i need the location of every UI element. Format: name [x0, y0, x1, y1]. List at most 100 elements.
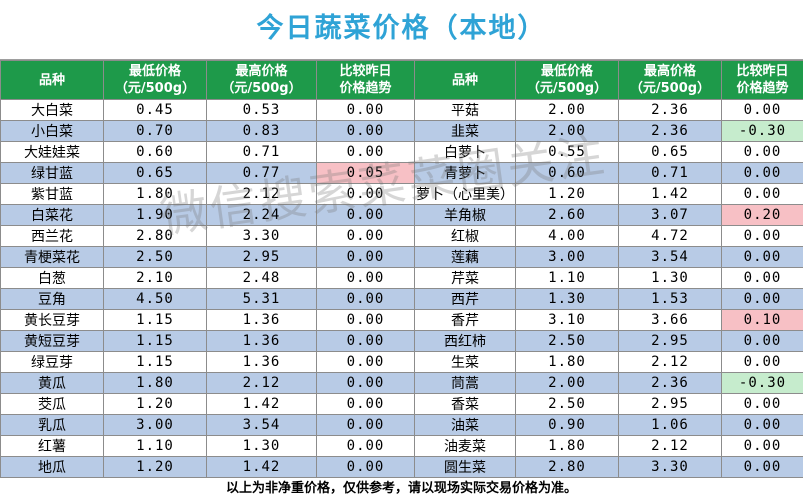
- min-price-cell: 2.80: [103, 225, 207, 247]
- max-price-cell: 1.06: [618, 414, 722, 436]
- vegetable-name-cell: 圆生菜: [414, 456, 516, 478]
- max-price-cell: 1.42: [618, 183, 722, 205]
- vegetable-name-cell: 平菇: [414, 99, 516, 121]
- min-price-cell: 4.50: [103, 288, 207, 310]
- min-price-cell: 0.45: [103, 99, 207, 121]
- trend-cell: 0.00: [316, 99, 415, 121]
- vegetable-name-cell: 白菜花: [0, 204, 104, 226]
- max-price-cell: 1.53: [618, 288, 722, 310]
- trend-cell: 0.00: [316, 288, 415, 310]
- table-row: 小白菜 0.70 0.83 0.00 韭菜 2.00 2.36 -0.30: [0, 120, 803, 142]
- disclaimer-footer: 以上为非净重价格，仅供参考，请以现场实际交易价格为准。: [225, 481, 577, 496]
- min-price-cell: 2.60: [515, 204, 619, 226]
- min-price-cell: 2.50: [515, 330, 619, 352]
- trend-cell: 0.00: [721, 351, 803, 373]
- min-price-cell: 2.50: [515, 393, 619, 415]
- vegetable-name-cell: 乳瓜: [0, 414, 104, 436]
- vegetable-name-cell: 香芹: [414, 309, 516, 331]
- max-price-cell: 2.24: [206, 204, 317, 226]
- trend-cell: 0.00: [721, 330, 803, 352]
- max-price-cell: 2.95: [618, 330, 722, 352]
- max-price-cell: 2.36: [618, 99, 722, 121]
- min-price-cell: 2.00: [515, 99, 619, 121]
- min-price-cell: 0.65: [103, 162, 207, 184]
- min-price-cell: 1.15: [103, 351, 207, 373]
- max-price-cell: 0.83: [206, 120, 317, 142]
- max-price-cell: 2.95: [206, 246, 317, 268]
- vegetable-name-cell: 黄瓜: [0, 372, 104, 394]
- trend-cell: 0.00: [316, 141, 415, 163]
- max-price-cell: 2.36: [618, 372, 722, 394]
- min-price-cell: 2.80: [515, 456, 619, 478]
- trend-cell: 0.05: [316, 162, 415, 184]
- trend-cell: 0.00: [316, 393, 415, 415]
- max-price-cell: 3.30: [618, 456, 722, 478]
- min-price-cell: 1.90: [103, 204, 207, 226]
- header-max-price: 最高价格 （元/500g）: [206, 60, 317, 100]
- header-trend: 比较昨日 价格趋势: [316, 60, 415, 100]
- trend-cell: 0.00: [721, 246, 803, 268]
- trend-cell: 0.00: [316, 225, 415, 247]
- max-price-cell: 5.31: [206, 288, 317, 310]
- table-row: 地瓜 1.20 1.42 0.00 圆生菜 2.80 3.30 0.00: [0, 456, 803, 478]
- trend-cell: 0.00: [316, 372, 415, 394]
- min-price-cell: 3.00: [515, 246, 619, 268]
- vegetable-name-cell: 黄长豆芽: [0, 309, 104, 331]
- trend-cell: 0.00: [316, 330, 415, 352]
- trend-cell: 0.00: [721, 435, 803, 457]
- min-price-cell: 1.80: [515, 435, 619, 457]
- vegetable-name-cell: 黄短豆芽: [0, 330, 104, 352]
- max-price-cell: 3.54: [618, 246, 722, 268]
- min-price-cell: 1.30: [515, 288, 619, 310]
- min-price-cell: 1.20: [515, 183, 619, 205]
- max-price-cell: 2.12: [206, 372, 317, 394]
- trend-cell: 0.00: [316, 456, 415, 478]
- table-row: 黄瓜 1.80 2.12 0.00 茼蒿 2.00 2.36 -0.30: [0, 372, 803, 394]
- min-price-cell: 2.10: [103, 267, 207, 289]
- min-price-cell: 1.20: [103, 393, 207, 415]
- vegetable-name-cell: 油麦菜: [414, 435, 516, 457]
- min-price-cell: 1.10: [103, 435, 207, 457]
- min-price-cell: 3.00: [103, 414, 207, 436]
- vegetable-name-cell: 白萝卜: [414, 141, 516, 163]
- vegetable-name-cell: 青梗菜花: [0, 246, 104, 268]
- header-min-price: 最低价格 （元/500g）: [515, 60, 619, 100]
- table-row: 白菜花 1.90 2.24 0.00 羊角椒 2.60 3.07 0.20: [0, 204, 803, 226]
- trend-cell: 0.00: [316, 309, 415, 331]
- table-row: 黄长豆芽 1.15 1.36 0.00 香芹 3.10 3.66 0.10: [0, 309, 803, 331]
- trend-cell: 0.00: [721, 99, 803, 121]
- header-variety: 品种: [414, 60, 516, 100]
- max-price-cell: 1.30: [618, 267, 722, 289]
- trend-cell: 0.00: [721, 288, 803, 310]
- max-price-cell: 2.48: [206, 267, 317, 289]
- max-price-cell: 4.72: [618, 225, 722, 247]
- trend-cell: 0.00: [316, 351, 415, 373]
- min-price-cell: 0.55: [515, 141, 619, 163]
- max-price-cell: 2.12: [618, 351, 722, 373]
- max-price-cell: 3.54: [206, 414, 317, 436]
- table-row: 绿豆芽 1.15 1.36 0.00 生菜 1.80 2.12 0.00: [0, 351, 803, 373]
- max-price-cell: 1.42: [206, 456, 317, 478]
- vegetable-name-cell: 绿豆芽: [0, 351, 104, 373]
- header-trend: 比较昨日 价格趋势: [721, 60, 803, 100]
- table-header-row: 品种 最低价格 （元/500g） 最高价格 （元/500g） 比较昨日 价格趋势…: [0, 60, 803, 100]
- max-price-cell: 2.12: [618, 435, 722, 457]
- table-row: 大白菜 0.45 0.53 0.00 平菇 2.00 2.36 0.00: [0, 99, 803, 121]
- header-min-price: 最低价格 （元/500g）: [103, 60, 207, 100]
- price-table: 品种 最低价格 （元/500g） 最高价格 （元/500g） 比较昨日 价格趋势…: [0, 60, 803, 478]
- max-price-cell: 1.36: [206, 309, 317, 331]
- max-price-cell: 2.12: [206, 183, 317, 205]
- min-price-cell: 4.00: [515, 225, 619, 247]
- vegetable-name-cell: 小白菜: [0, 120, 104, 142]
- table-row: 西兰花 2.80 3.30 0.00 红椒 4.00 4.72 0.00: [0, 225, 803, 247]
- trend-cell: 0.00: [721, 183, 803, 205]
- vegetable-name-cell: 羊角椒: [414, 204, 516, 226]
- max-price-cell: 1.30: [206, 435, 317, 457]
- table-row: 紫甘蓝 1.80 2.12 0.00 萝卜（心里美） 1.20 1.42 0.00: [0, 183, 803, 205]
- min-price-cell: 2.50: [103, 246, 207, 268]
- max-price-cell: 0.71: [618, 162, 722, 184]
- vegetable-name-cell: 红薯: [0, 435, 104, 457]
- vegetable-name-cell: 油菜: [414, 414, 516, 436]
- vegetable-name-cell: 西兰花: [0, 225, 104, 247]
- max-price-cell: 2.95: [618, 393, 722, 415]
